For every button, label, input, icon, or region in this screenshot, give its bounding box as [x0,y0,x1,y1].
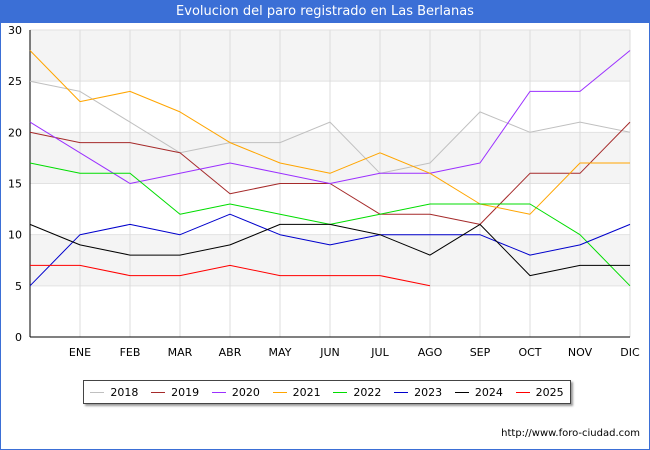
source-credit: http://www.foro-ciudad.com [501,428,640,439]
series-line-2024 [29,223,630,277]
legend-item-2021: 2021 [272,385,321,399]
legend-label: 2021 [292,385,321,399]
y-tick-label: 10 [8,229,22,242]
legend-label: 2022 [353,385,382,399]
legend-item-2024: 2024 [454,385,503,399]
series-line-2025 [30,264,431,287]
series-line-2018 [29,80,631,174]
series-line-2020 [29,50,631,184]
legend-item-2018: 2018 [90,386,138,399]
x-tick-label: SEP [470,346,491,359]
x-tick-label: FEB [120,346,141,359]
x-tick-label: ENE [69,346,91,359]
legend-item-2025: 2025 [515,385,564,399]
y-tick-label: 0 [15,331,22,344]
legend-label: 2025 [535,385,564,399]
legend-item-2019: 2019 [151,386,199,399]
series-line-2023 [29,213,631,287]
series-line-2021 [29,50,630,215]
y-tick-label: 20 [8,126,22,139]
title-bar: Evolucion del paro registrado en Las Ber… [0,0,650,23]
y-tick-label: 30 [8,24,22,37]
x-tick-label: DIC [620,346,640,359]
x-tick-label: MAY [269,346,292,359]
legend-swatch [394,391,409,393]
legend-swatch [90,391,105,393]
legend-swatch [151,391,166,393]
x-tick-label: ABR [219,346,242,359]
legend-swatch [272,391,287,393]
y-tick-label: 15 [8,178,22,191]
legend-swatch [515,391,530,393]
x-tick-label: JUN [319,346,340,359]
legend-item-2020: 2020 [211,385,260,399]
legend-swatch [454,391,469,393]
x-tick-label: JUL [370,346,389,359]
y-tick-label: 5 [15,280,22,293]
legend-swatch [211,391,226,393]
legend-label: 2018 [110,385,139,399]
chart-title: Evolucion del paro registrado en Las Ber… [176,4,474,19]
x-tick-label: MAR [168,346,193,359]
legend-label: 2019 [171,385,200,399]
legend-label: 2020 [231,385,260,399]
legend-swatch [333,391,348,393]
y-tick-label: 25 [8,75,22,88]
legend-item-2023: 2023 [394,386,442,399]
x-tick-label: NOV [568,346,593,359]
x-tick-label: AGO [418,346,443,359]
chart-legend: 2018 2019 2020 2021 2022 2023 2024 2025 [83,380,571,404]
x-tick-label: OCT [518,346,541,359]
legend-label: 2023 [414,385,443,399]
legend-item-2022: 2022 [333,386,381,399]
legend-label: 2024 [474,385,503,399]
